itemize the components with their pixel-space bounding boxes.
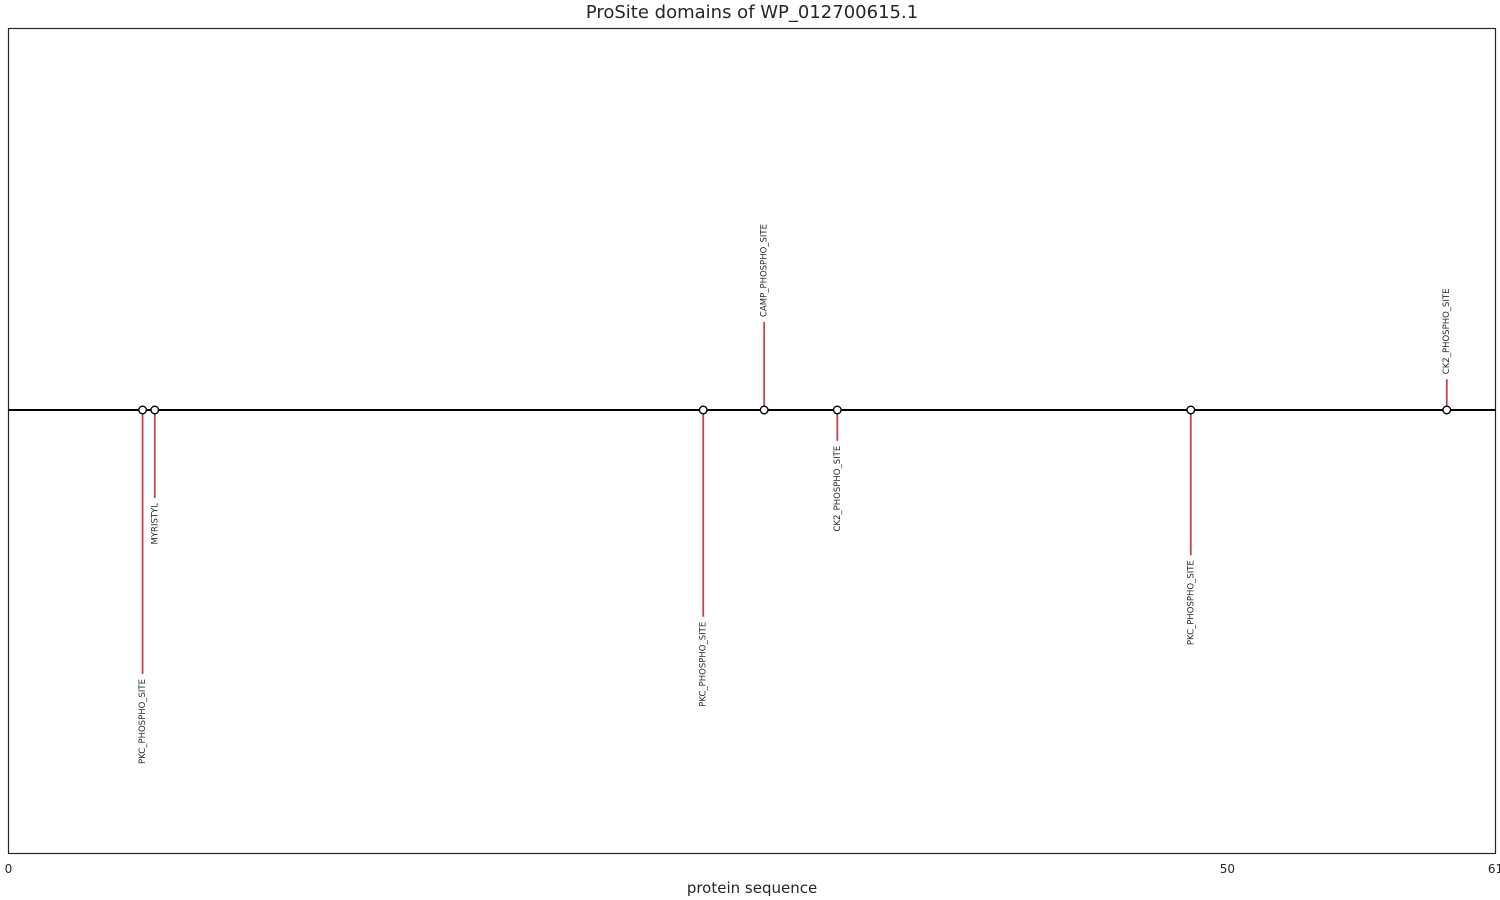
site-label: PKC_PHOSPHO_SITE	[1186, 560, 1196, 645]
site-label: PKC_PHOSPHO_SITE	[138, 679, 148, 764]
site-label: CK2_PHOSPHO_SITE	[833, 446, 843, 532]
site-label: MYRISTYL	[150, 503, 160, 545]
site-label: CK2_PHOSPHO_SITE	[1442, 288, 1452, 374]
site-marker	[1186, 405, 1196, 415]
site-label: PKC_PHOSPHO_SITE	[699, 622, 709, 707]
site-marker	[698, 405, 708, 415]
site-label: CAMP_PHOSPHO_SITE	[760, 224, 770, 317]
markers-group	[138, 405, 1452, 415]
plot-frame	[7, 27, 1497, 855]
x-axis-ticks: 0 50 61	[5, 862, 1500, 876]
x-tick-label: 61	[1488, 862, 1500, 876]
x-axis-label: protein sequence	[687, 879, 817, 897]
site-marker	[832, 405, 842, 415]
site-marker	[1442, 405, 1452, 415]
labels-group: PKC_PHOSPHO_SITE MYRISTYL PKC_PHOSPHO_SITE…	[138, 224, 1452, 764]
site-marker	[759, 405, 769, 415]
stems-group	[141, 322, 1448, 674]
site-marker	[150, 405, 160, 415]
site-marker	[138, 405, 148, 415]
x-tick-label: 50	[1220, 862, 1235, 876]
chart-title: ProSite domains of WP_012700615.1	[586, 2, 918, 23]
x-tick-label: 0	[5, 862, 13, 876]
